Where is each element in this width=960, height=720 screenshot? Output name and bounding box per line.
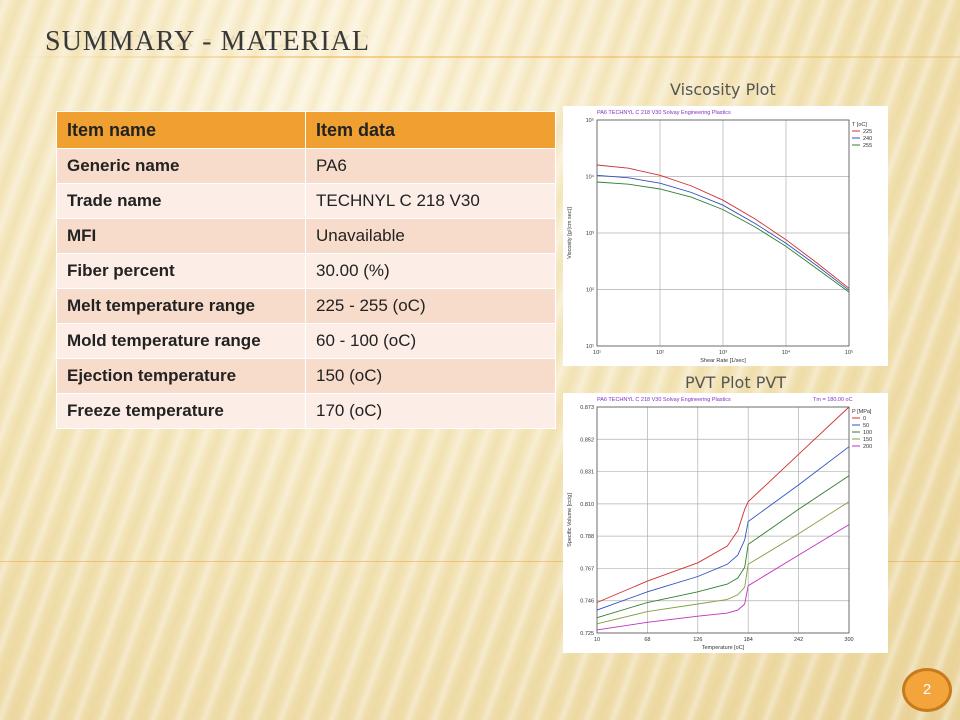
chart-header: PA6 TECHNYL C 218 V30 Solvay Engineering… — [597, 110, 731, 116]
table-header-row: Item name Item data — [56, 111, 556, 149]
y-tick-label: 0.746 — [580, 599, 594, 605]
y-tick-label: 0.831 — [580, 470, 594, 476]
table-row: Trade name TECHNYL C 218 V30 — [56, 183, 556, 219]
x-tick-label: 10³ — [719, 350, 727, 356]
x-tick-label: 10² — [656, 350, 664, 356]
table-row: Ejection temperature 150 (oC) — [56, 358, 556, 394]
slide-number-badge: 2 — [902, 668, 952, 712]
divider-line — [0, 561, 960, 562]
pvt-plot-panel: PA6 TECHNYL C 218 V30 Solvay Engineering… — [563, 393, 888, 653]
row-label: MFI — [56, 218, 306, 254]
y-tick-label: 10⁴ — [586, 174, 595, 181]
row-value: 60 - 100 (oC) — [305, 323, 556, 359]
pvt-chart: PA6 TECHNYL C 218 V30 Solvay Engineering… — [567, 397, 872, 651]
viscosity-chart: PA6 TECHNYL C 218 V30 Solvay Engineering… — [567, 110, 872, 364]
x-tick-label: 10¹ — [593, 350, 601, 356]
row-value: PA6 — [305, 148, 556, 184]
series-line-150 — [596, 501, 850, 625]
series-line-100 — [596, 475, 850, 619]
plot-frame — [596, 406, 850, 634]
row-label: Generic name — [56, 148, 306, 184]
plot-frame — [596, 119, 850, 347]
row-label: Mold temperature range — [56, 323, 306, 359]
x-tick-label: 126 — [693, 637, 702, 643]
row-label: Ejection temperature — [56, 358, 306, 394]
y-tick-label: 0.725 — [580, 631, 594, 637]
viscosity-plot-caption: Viscosity Plot — [670, 80, 776, 99]
header-item-data: Item data — [305, 111, 556, 149]
series-line-200 — [596, 524, 850, 631]
chart-header: PA6 TECHNYL C 218 V30 Solvay Engineering… — [597, 397, 731, 403]
row-label: Freeze temperature — [56, 393, 306, 429]
row-value: TECHNYL C 218 V30 — [305, 183, 556, 219]
legend-entry: 0 — [863, 416, 866, 422]
series-line-0 — [596, 406, 850, 603]
x-tick-label: 184 — [744, 637, 753, 643]
legend-entry: 240 — [863, 136, 872, 142]
row-value: Unavailable — [305, 218, 556, 254]
x-tick-label: 10⁵ — [845, 349, 853, 356]
x-tick-label: 242 — [794, 637, 803, 643]
x-tick-label: 68 — [644, 637, 650, 643]
legend-entry: 255 — [863, 143, 872, 149]
y-tick-label: 10¹ — [586, 344, 594, 350]
pvt-plot-caption: PVT Plot PVT — [685, 373, 787, 392]
row-value: 170 (oC) — [305, 393, 556, 429]
row-label: Trade name — [56, 183, 306, 219]
y-tick-label: 10³ — [586, 231, 594, 237]
y-tick-label: 0.852 — [580, 437, 594, 443]
table-row: Generic name PA6 — [56, 148, 556, 184]
legend-entry: 150 — [863, 437, 872, 443]
legend-entry: 200 — [863, 444, 872, 450]
x-tick-label: 10 — [594, 637, 600, 643]
viscosity-plot-panel: PA6 TECHNYL C 218 V30 Solvay Engineering… — [563, 106, 888, 366]
legend-entry: 100 — [863, 430, 872, 436]
y-tick-label: 10² — [586, 288, 594, 294]
table-row: MFI Unavailable — [56, 218, 556, 254]
series-line-50 — [596, 446, 850, 611]
x-axis-label: Shear Rate [1/sec] — [700, 358, 746, 364]
table-row: Freeze temperature 170 (oC) — [56, 393, 556, 429]
slide-title-reflection: SUMMARY - MATERIAL — [46, 31, 371, 50]
row-value: 150 (oC) — [305, 358, 556, 394]
y-axis-label: Specific Volume [cc/g] — [567, 493, 573, 547]
row-label: Fiber percent — [56, 253, 306, 289]
y-axis-label: Viscosity [g/(cm sec)] — [567, 207, 573, 259]
series-line-255 — [596, 181, 850, 293]
y-tick-label: 0.810 — [580, 502, 594, 508]
table-row: Melt temperature range 225 - 255 (oC) — [56, 288, 556, 324]
legend-entry: 50 — [863, 423, 869, 429]
x-tick-label: 300 — [844, 637, 853, 643]
x-axis-label: Temperature [oC] — [702, 645, 745, 651]
table-row: Fiber percent 30.00 (%) — [56, 253, 556, 289]
legend-entry: 225 — [863, 129, 872, 135]
material-table: Item name Item data Generic name PA6 Trad… — [56, 111, 556, 429]
y-tick-label: 0.767 — [580, 566, 594, 572]
title-underline — [0, 56, 960, 58]
y-tick-label: 10⁵ — [586, 117, 594, 124]
table-row: Mold temperature range 60 - 100 (oC) — [56, 323, 556, 359]
legend-title: P [MPa] — [852, 409, 872, 415]
row-label: Melt temperature range — [56, 288, 306, 324]
header-item-name: Item name — [56, 111, 306, 149]
y-tick-label: 0.788 — [580, 534, 594, 540]
slide-title: SUMMARY - MATERIAL — [45, 26, 370, 57]
row-value: 30.00 (%) — [305, 253, 556, 289]
y-tick-label: 0.873 — [580, 405, 594, 411]
series-line-240 — [596, 174, 850, 291]
row-value: 225 - 255 (oC) — [305, 288, 556, 324]
x-tick-label: 10⁴ — [782, 349, 791, 356]
series-line-225 — [596, 164, 850, 289]
tm-label: Tm = 180.00 oC — [813, 397, 853, 403]
legend-title: T [oC] — [852, 122, 867, 128]
